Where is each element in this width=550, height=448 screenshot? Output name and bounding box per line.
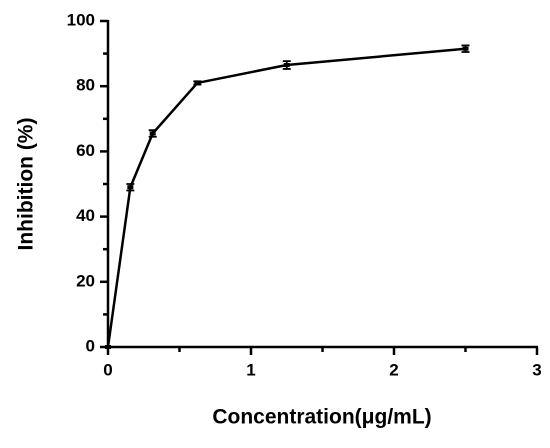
y-tick-label: 20 xyxy=(76,271,95,290)
x-tick-label: 3 xyxy=(532,360,541,379)
x-tick-label: 2 xyxy=(389,360,398,379)
y-tick-label: 40 xyxy=(76,206,95,225)
y-axis-label: Inhibition (%) xyxy=(15,118,38,251)
y-tick-label: 80 xyxy=(76,76,95,95)
y-tick-label: 0 xyxy=(86,336,95,355)
error-bar xyxy=(126,183,135,192)
line xyxy=(106,47,466,348)
y-tick-label: 60 xyxy=(76,141,95,160)
error-bar xyxy=(148,129,157,138)
x-tick-label: 0 xyxy=(103,360,112,379)
x-tick-label: 1 xyxy=(246,360,255,379)
y-tick-label: 100 xyxy=(67,10,95,29)
error-bar xyxy=(461,44,470,53)
error-bar xyxy=(193,80,202,86)
x-axis-label: Concentration(μg/mL) xyxy=(212,406,431,429)
marker xyxy=(105,345,111,349)
error-bar xyxy=(282,60,291,70)
